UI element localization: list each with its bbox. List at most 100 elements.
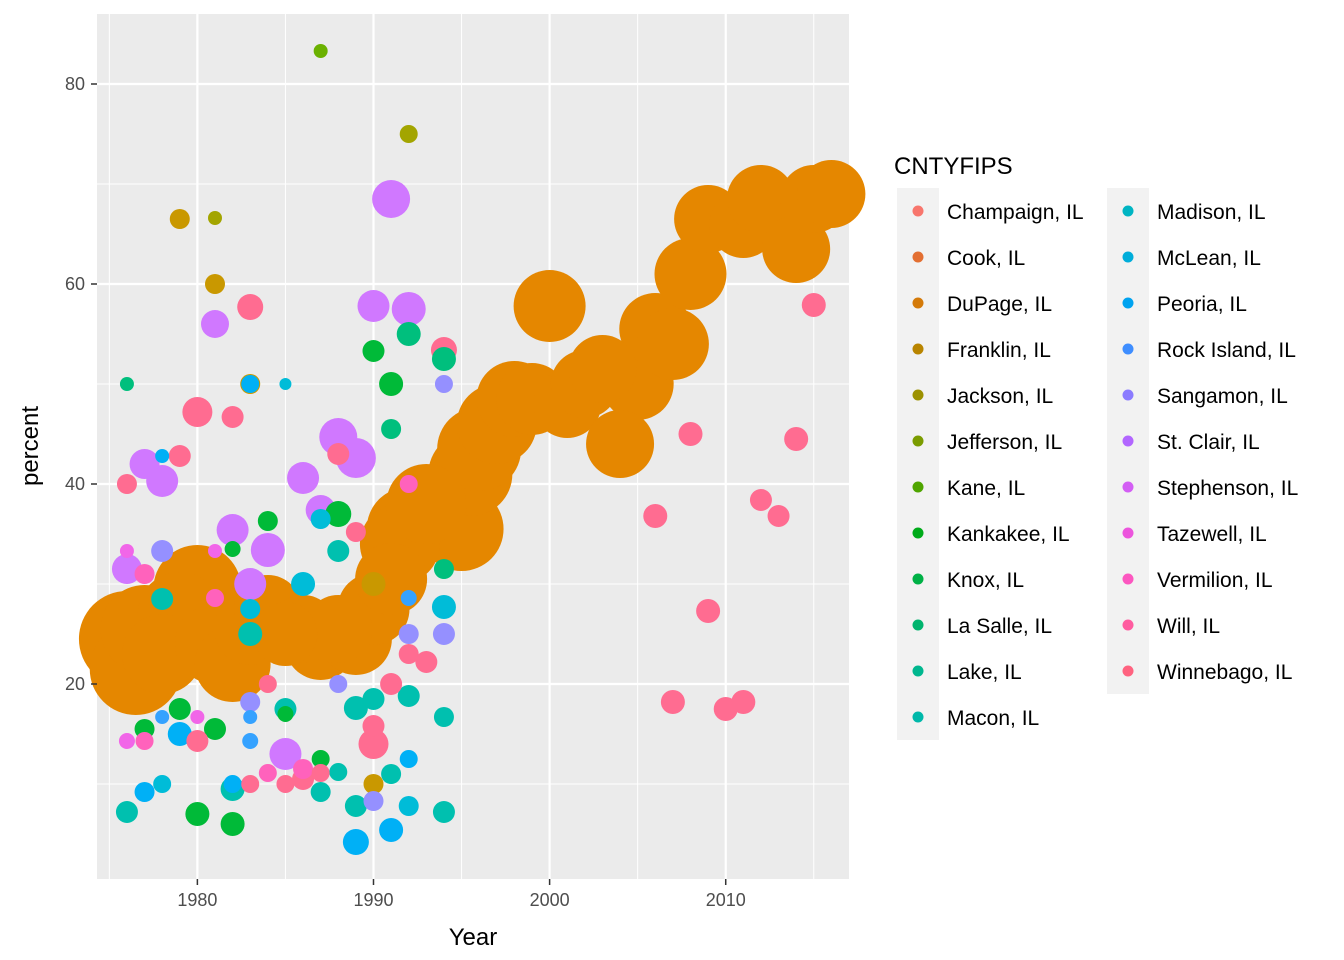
data-point	[400, 590, 417, 606]
data-point	[327, 540, 350, 562]
data-point	[151, 588, 174, 610]
data-point	[380, 673, 403, 695]
data-point	[399, 750, 418, 768]
data-point	[319, 418, 358, 456]
legend-swatch	[912, 343, 924, 355]
data-point	[396, 322, 421, 346]
legend-swatch	[912, 389, 924, 401]
data-point	[253, 602, 318, 666]
data-point	[216, 514, 249, 546]
legend-swatch	[912, 665, 924, 677]
data-point	[116, 474, 137, 494]
legend-swatch	[1122, 435, 1134, 447]
legend-item: Jackson, IL	[897, 372, 1053, 418]
legend-label: Lake, IL	[947, 661, 1022, 684]
x-tick-label: 2000	[530, 890, 570, 910]
legend-label: Stephenson, IL	[1157, 477, 1298, 500]
data-point	[276, 775, 295, 793]
x-tick-label: 1990	[353, 890, 393, 910]
legend-swatch	[912, 205, 924, 217]
legend-swatch	[912, 711, 924, 723]
data-point	[221, 406, 244, 428]
data-point	[431, 347, 456, 371]
data-point	[797, 160, 866, 228]
data-point	[291, 572, 316, 596]
data-point	[167, 722, 192, 746]
legend-swatch	[1122, 343, 1134, 355]
legend-item: Cook, IL	[897, 234, 1025, 280]
data-point	[293, 759, 314, 779]
data-point	[399, 125, 418, 143]
data-point	[696, 599, 721, 623]
data-point	[185, 802, 210, 826]
legend-item: Jefferson, IL	[897, 418, 1062, 464]
data-point	[257, 511, 278, 531]
data-point	[220, 812, 245, 836]
legend-item: Kankakee, IL	[897, 510, 1070, 556]
legend-label: Sangamon, IL	[1157, 385, 1288, 408]
legend-swatch	[1122, 665, 1134, 677]
legend-item: Peoria, IL	[1107, 280, 1247, 326]
data-point	[399, 475, 418, 493]
data-point	[169, 209, 190, 229]
data-point	[643, 504, 668, 528]
legend-swatch	[1122, 251, 1134, 263]
data-point	[277, 706, 294, 722]
legend-label: Cook, IL	[947, 247, 1025, 270]
legend-label: Kane, IL	[947, 477, 1025, 500]
data-point	[200, 310, 229, 338]
legend-item: McLean, IL	[1107, 234, 1261, 280]
data-point	[362, 340, 385, 362]
data-point	[372, 180, 411, 218]
legend-swatch	[912, 527, 924, 539]
data-point	[398, 796, 419, 816]
legend-swatch	[1122, 573, 1134, 585]
data-point	[398, 644, 419, 664]
legend-label: Knox, IL	[947, 569, 1024, 592]
data-point	[329, 675, 348, 693]
data-point	[269, 738, 302, 770]
data-point	[362, 715, 385, 737]
legend-item: St. Clair, IL	[1107, 418, 1260, 464]
data-point	[398, 624, 419, 644]
data-point	[134, 564, 155, 584]
data-point	[119, 544, 134, 558]
data-point	[243, 710, 258, 724]
data-point	[135, 732, 154, 750]
legend-item: Lake, IL	[897, 648, 1022, 694]
data-point	[224, 541, 241, 557]
data-point	[433, 559, 454, 579]
data-point	[129, 449, 160, 479]
data-points	[78, 44, 866, 855]
legend-label: Franklin, IL	[947, 339, 1051, 362]
x-axis: 1980 1990 2000 2010	[177, 879, 746, 910]
data-point	[287, 462, 320, 494]
data-point	[223, 775, 242, 793]
data-point	[329, 763, 348, 781]
data-point	[119, 377, 134, 391]
legend-item: Kane, IL	[897, 464, 1025, 510]
data-point	[168, 445, 191, 467]
data-point	[361, 572, 386, 596]
data-point	[204, 274, 225, 294]
legend-swatch	[1122, 619, 1134, 631]
data-point	[311, 750, 330, 768]
data-point	[310, 782, 331, 802]
data-point	[238, 622, 263, 646]
legend-title: CNTYFIPS	[894, 153, 1013, 180]
data-point	[363, 774, 384, 794]
legend-label: St. Clair, IL	[1157, 431, 1260, 454]
legend-item: Madison, IL	[1107, 188, 1266, 234]
legend-item: Will, IL	[1107, 602, 1220, 648]
legend-swatch	[1122, 527, 1134, 539]
data-point	[186, 730, 209, 752]
data-point	[636, 308, 709, 380]
legend-item: Vermilion, IL	[1107, 556, 1273, 602]
data-point	[660, 690, 685, 714]
data-point	[155, 710, 170, 724]
data-point	[432, 623, 455, 645]
data-point	[434, 375, 453, 393]
data-point	[242, 733, 259, 749]
data-point	[749, 489, 772, 511]
y-axis-title: percent	[17, 406, 44, 486]
